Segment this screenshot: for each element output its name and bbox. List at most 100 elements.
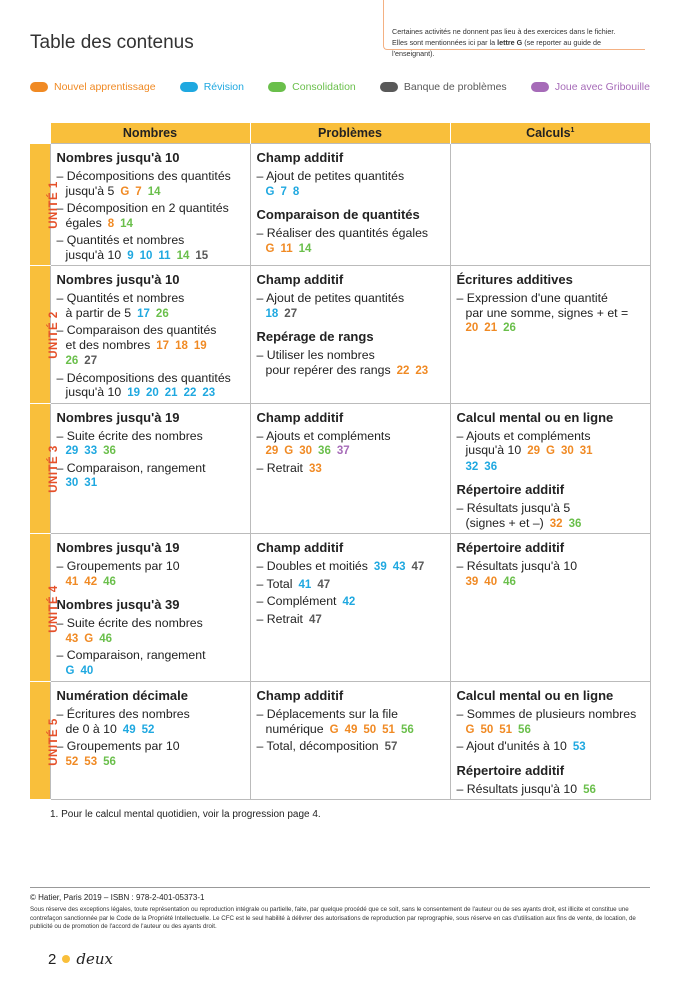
section: Repérage de rangs – Utiliser les nombres p… [257,329,444,378]
section-heading: Champ additif [256,150,344,165]
activity-ref: 26 [65,355,79,367]
item-line: G 11 14 [257,241,444,257]
item-text: – Total [256,576,293,591]
item-text: – Décomposition en 2 quantités [56,201,229,215]
activity-ref: G [265,242,275,255]
section-heading: Répertoire additif [456,762,565,778]
activity-ref: 49 [344,723,358,736]
section: Champ additif – Ajout de petites quantité… [257,272,444,321]
dot [62,955,71,963]
activity-ref: 21 [164,387,178,399]
item-text: – Complément [256,594,337,608]
unit-cell: UNITÉ 1 [30,143,60,266]
activity-ref: 11 [158,249,171,262]
activity-ref: 27 [284,307,298,320]
section: Calcul mental ou en ligne – Sommes de plu… [457,688,644,755]
activity-ref: 36 [318,445,331,457]
activity-ref: 56 [103,755,116,768]
activity-ref: G [65,664,75,677]
item: – Décomposition en 2 quantités égales 8 14 [57,201,244,231]
item-text: – Ajout de petites quantités [256,291,405,305]
section: Champ additif – Doubles et moitiés 39 43 47–… [257,540,444,627]
item-text: – Groupements par 10 [56,559,180,573]
cell: Champ additif – Ajouts et compléments 29 G 3… [249,402,451,534]
activity-ref: 8 [292,185,300,198]
cell: Écritures additives – Expression d'une qu… [449,265,651,404]
activity-ref: 41 [65,575,79,588]
item-text: – Groupements par 10 [56,739,180,753]
activity-ref: 57 [384,741,398,753]
column-title: Nombres [122,126,178,140]
item-text: – Ajout de petites quantités [256,169,405,183]
legend-swatch [268,82,287,92]
item: – Ajout de petites quantités G 7 8 [257,169,444,199]
section: Champ additif – Ajout de petites quantité… [257,150,444,199]
activity-ref: 52 [141,723,155,736]
item-text: jusqu'à 10 [465,443,522,457]
item-line: – Groupements par 10 [57,559,244,574]
section-heading: Nombres jusqu'à 39 [56,597,180,612]
legend-label: Nouvel apprentissage [54,81,156,93]
item-line: jusqu'à 10 9 10 11 14 15 [57,248,244,264]
legend-swatch [530,82,549,92]
header-row: Nombres Problèmes Calculs1 [30,123,650,144]
item-line: – Ajout de petites quantités [257,291,444,306]
activity-ref: 14 [176,249,190,262]
item-line: G 50 51 56 [457,722,644,738]
activity-ref: 15 [195,249,209,262]
activity-ref: 31 [579,445,593,457]
item: – Utiliser les nombres pour repérer des r… [257,348,444,378]
activity-ref: 14 [298,242,312,255]
activity-ref: 46 [103,575,116,588]
cell: Calcul mental ou en ligne – Ajouts et com… [449,402,651,534]
section-heading: Nombres jusqu'à 19 [56,540,180,555]
cell: Champ additif – Ajout de petites quantité… [249,265,451,404]
section-heading: Comparaison de quantités [256,207,420,222]
note: Certaines activités ne donnent pas lieu … [383,0,645,58]
item-line: 20 21 26 [457,320,644,336]
legend: Nouvel apprentissage Révision Consolidatio… [30,81,650,93]
rule [30,887,650,888]
item-line: – Ajouts et compléments [257,429,444,444]
section-heading: Répertoire additif [456,540,565,555]
activity-ref: 51 [382,723,395,736]
item-text: – Sommes de plusieurs nombres [456,707,637,721]
unit-row: UNITÉ 1 Nombres jusqu'à 10 – Décomposition… [30,143,651,266]
note-text: Elles sont mentionnées ici par la [392,38,498,47]
section-heading: Champ additif [256,540,344,555]
cell: Nombres jusqu'à 19 – Groupements par 10 41… [49,533,251,682]
item-text: – Retrait [256,611,303,626]
activity-ref: 30 [65,477,79,489]
activity-ref: G [545,445,555,457]
legend-label: Consolidation [292,81,356,93]
cell [449,143,651,266]
section-heading: Champ additif [256,409,344,425]
corner [30,123,50,144]
page-number: 2 deux [48,950,113,968]
activity-ref: 36 [568,517,582,530]
activity-ref: 41 [298,578,312,591]
item-line: – Décompositions des quantités [57,371,244,386]
item-line: – Comparaison, rangement [57,648,244,663]
activity-ref: 14 [120,217,133,230]
activity-ref: 32 [465,460,479,473]
section: Nombres jusqu'à 10 – Quantités et nombres… [57,272,244,401]
column-header: Nombres [49,123,250,144]
item-line: égales 8 14 [57,216,244,232]
section-heading: Nombres jusqu'à 10 [56,272,180,287]
activity-ref: 22 [396,364,410,377]
item: – Résultats jusqu'à 10 56 [457,782,644,798]
item-text: – Comparaison des quantités [56,323,217,337]
item-line: – Décomposition en 2 quantités [57,201,244,216]
activity-ref: 33 [84,445,98,457]
item-line: de 0 à 10 49 52 [57,722,244,738]
item: – Déplacements sur la file numérique G 49 50… [257,707,444,737]
page-num: 2 [48,950,57,968]
item-text: – Total, décomposition [256,739,379,753]
legend-swatch [179,82,198,92]
activity-ref: 39 [373,561,387,573]
item-line: – Écritures des nombres [57,707,244,722]
activity-ref: 26 [155,307,169,320]
section: Champ additif – Ajouts et compléments 29 G 3… [257,410,444,477]
